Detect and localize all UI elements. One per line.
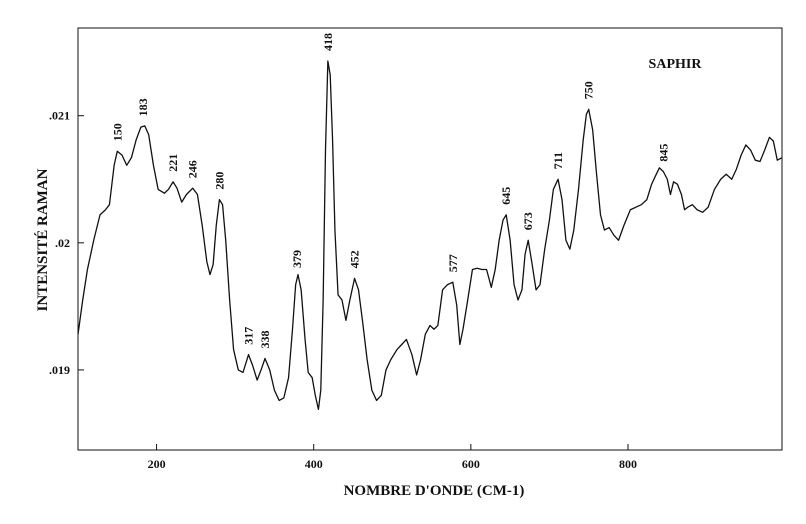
y-axis-title: INTENSITÉ RAMAN — [34, 168, 51, 311]
peak-label: 673 — [521, 212, 535, 230]
peak-label: 150 — [110, 123, 124, 141]
peak-label: 418 — [321, 33, 335, 51]
plot-frame — [77, 27, 783, 451]
peak-label: 317 — [242, 327, 256, 345]
x-tick-label: 600 — [462, 457, 480, 471]
peak-label: 577 — [446, 254, 460, 272]
y-tick-label: .019 — [49, 363, 70, 377]
sample-name: SAPHIR — [649, 57, 703, 72]
peak-label: 183 — [136, 98, 150, 116]
y-tick-label: .02 — [55, 236, 70, 250]
x-tick-label: 200 — [148, 457, 166, 471]
peak-label: 280 — [212, 172, 226, 190]
peak-label: 452 — [348, 250, 362, 268]
peak-label: 338 — [258, 331, 272, 349]
x-tick-label: 400 — [305, 457, 323, 471]
spectrum-line — [77, 60, 783, 410]
peak-label: 246 — [186, 160, 200, 178]
peak-label: 750 — [582, 81, 596, 99]
x-axis-title: NOMBRE D'ONDE (CM-1) — [344, 483, 525, 499]
peak-label: 645 — [499, 187, 513, 205]
peak-label: 845 — [656, 144, 670, 162]
peak-label: 379 — [290, 250, 304, 268]
peak-label: 711 — [551, 152, 565, 169]
peak-label: 221 — [166, 154, 180, 172]
x-tick-label: 800 — [619, 457, 637, 471]
y-tick-label: .021 — [49, 109, 70, 123]
